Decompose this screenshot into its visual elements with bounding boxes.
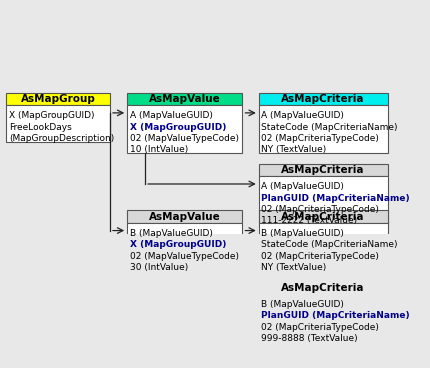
Bar <box>258 93 387 105</box>
Bar <box>127 210 242 223</box>
Text: X (MapGroupGUID): X (MapGroupGUID) <box>129 123 226 131</box>
Text: 111-2222 (TextValue): 111-2222 (TextValue) <box>261 216 357 225</box>
Text: StateCode (MapCriteriaName): StateCode (MapCriteriaName) <box>261 123 397 131</box>
Text: A (MapValueGUID): A (MapValueGUID) <box>129 111 212 120</box>
Bar <box>258 210 387 223</box>
Bar <box>258 105 387 153</box>
Text: (MapGroupDescription): (MapGroupDescription) <box>9 134 114 143</box>
Text: X (MapGroupGUID): X (MapGroupGUID) <box>9 111 94 120</box>
Bar <box>258 176 387 224</box>
Text: AsMapValue: AsMapValue <box>149 94 220 104</box>
Text: 30 (IntValue): 30 (IntValue) <box>129 263 187 272</box>
Text: PlanGUID (MapCriteriaName): PlanGUID (MapCriteriaName) <box>261 311 409 320</box>
Bar <box>127 105 242 153</box>
Bar <box>6 105 110 142</box>
Text: NY (TextValue): NY (TextValue) <box>261 145 326 154</box>
Text: X (MapGroupGUID): X (MapGroupGUID) <box>129 240 226 249</box>
Text: 10 (IntValue): 10 (IntValue) <box>129 145 187 154</box>
Bar <box>258 282 387 294</box>
Text: StateCode (MapCriteriaName): StateCode (MapCriteriaName) <box>261 240 397 249</box>
Bar <box>258 223 387 271</box>
Bar <box>258 294 387 342</box>
Bar <box>127 93 242 105</box>
Text: AsMapValue: AsMapValue <box>149 212 220 222</box>
Text: NY (TextValue): NY (TextValue) <box>261 263 326 272</box>
Bar <box>258 164 387 176</box>
Text: AsMapCriteria: AsMapCriteria <box>281 212 364 222</box>
Bar <box>127 223 242 271</box>
Text: FreeLookDays: FreeLookDays <box>9 123 72 131</box>
Text: 02 (MapValueTypeCode): 02 (MapValueTypeCode) <box>129 134 238 143</box>
Text: AsMapCriteria: AsMapCriteria <box>281 94 364 104</box>
Text: 02 (MapCriteriaTypeCode): 02 (MapCriteriaTypeCode) <box>261 251 378 261</box>
Text: 02 (MapCriteriaTypeCode): 02 (MapCriteriaTypeCode) <box>261 323 378 332</box>
Bar <box>6 93 110 105</box>
Text: PlanGUID (MapCriteriaName): PlanGUID (MapCriteriaName) <box>261 194 409 203</box>
Text: B (MapValueGUID): B (MapValueGUID) <box>261 229 344 238</box>
Text: B (MapValueGUID): B (MapValueGUID) <box>129 229 212 238</box>
Text: A (MapValueGUID): A (MapValueGUID) <box>261 111 344 120</box>
Text: 02 (MapCriteriaTypeCode): 02 (MapCriteriaTypeCode) <box>261 205 378 214</box>
Text: A (MapValueGUID): A (MapValueGUID) <box>261 182 344 191</box>
Text: AsMapGroup: AsMapGroup <box>21 94 95 104</box>
Text: 02 (MapValueTypeCode): 02 (MapValueTypeCode) <box>129 251 238 261</box>
Text: B (MapValueGUID): B (MapValueGUID) <box>261 300 344 309</box>
Text: 999-8888 (TextValue): 999-8888 (TextValue) <box>261 334 357 343</box>
Text: 02 (MapCriteriaTypeCode): 02 (MapCriteriaTypeCode) <box>261 134 378 143</box>
Text: AsMapCriteria: AsMapCriteria <box>281 283 364 293</box>
Text: AsMapCriteria: AsMapCriteria <box>281 165 364 175</box>
